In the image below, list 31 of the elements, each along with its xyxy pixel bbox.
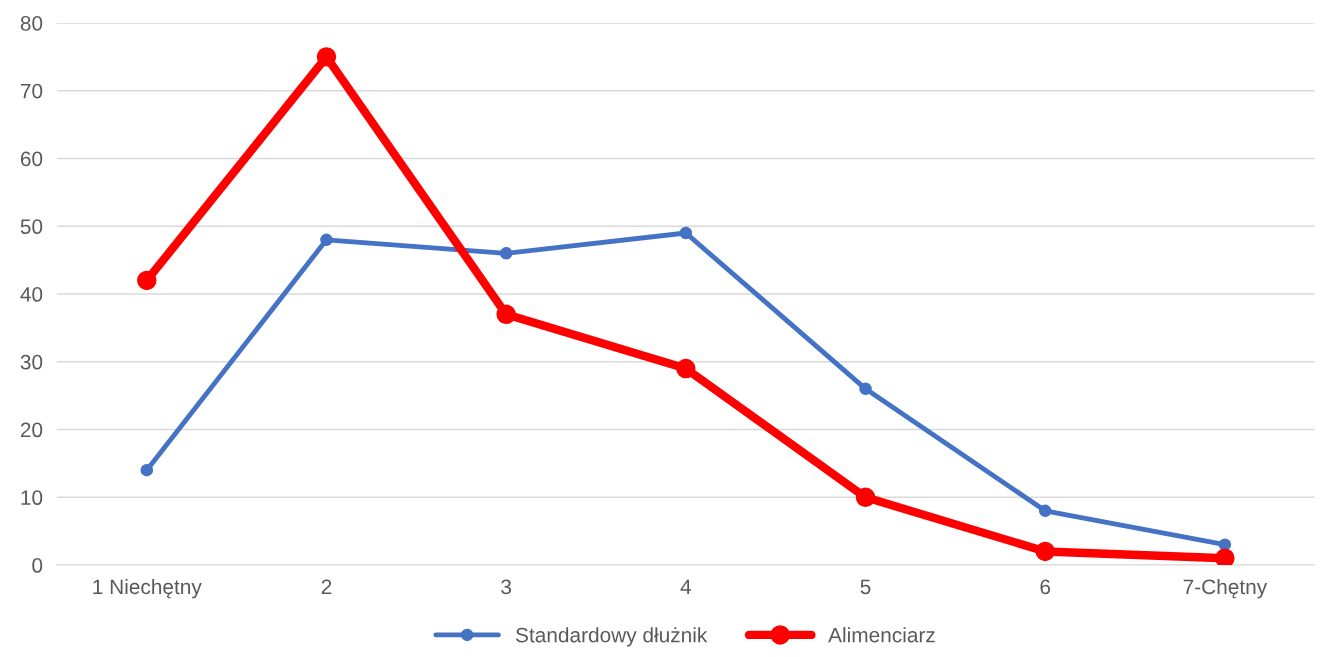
y-tick-label: 40 [20, 287, 43, 302]
point [676, 358, 696, 379]
point [137, 270, 157, 291]
legend-label: Standardowy dłużnik [516, 627, 708, 647]
x-tick-label: 2 [321, 579, 332, 595]
point [320, 233, 333, 247]
y-tick-label: 0 [32, 558, 43, 573]
point [1038, 504, 1052, 518]
point [496, 304, 516, 325]
y-tick-label: 70 [20, 83, 43, 99]
y-tick-label: 20 [20, 422, 43, 438]
legend-label: Alimenciarz [828, 627, 935, 643]
x-tick-label: 1 Niechętny [93, 578, 202, 599]
point [855, 487, 876, 507]
y-tick-label: 60 [20, 151, 43, 167]
point [499, 247, 513, 260]
x-tick-label: 3 [501, 579, 512, 595]
x-tick-label: 6 [1040, 579, 1051, 595]
y-tick-label: 50 [20, 219, 43, 235]
y-tick-label: 30 [20, 354, 43, 370]
point [1035, 541, 1055, 562]
point [859, 382, 872, 396]
x-tick-label: 4 [680, 579, 692, 595]
y-tick-label: 80 [20, 16, 43, 31]
point [1215, 548, 1235, 566]
point [679, 226, 693, 240]
x-tick-label: 5 [860, 579, 871, 595]
point [316, 47, 337, 67]
point [140, 463, 154, 477]
x-tick-label: 7-Chętny [1183, 578, 1268, 599]
y-tick-label: 10 [21, 490, 43, 506]
